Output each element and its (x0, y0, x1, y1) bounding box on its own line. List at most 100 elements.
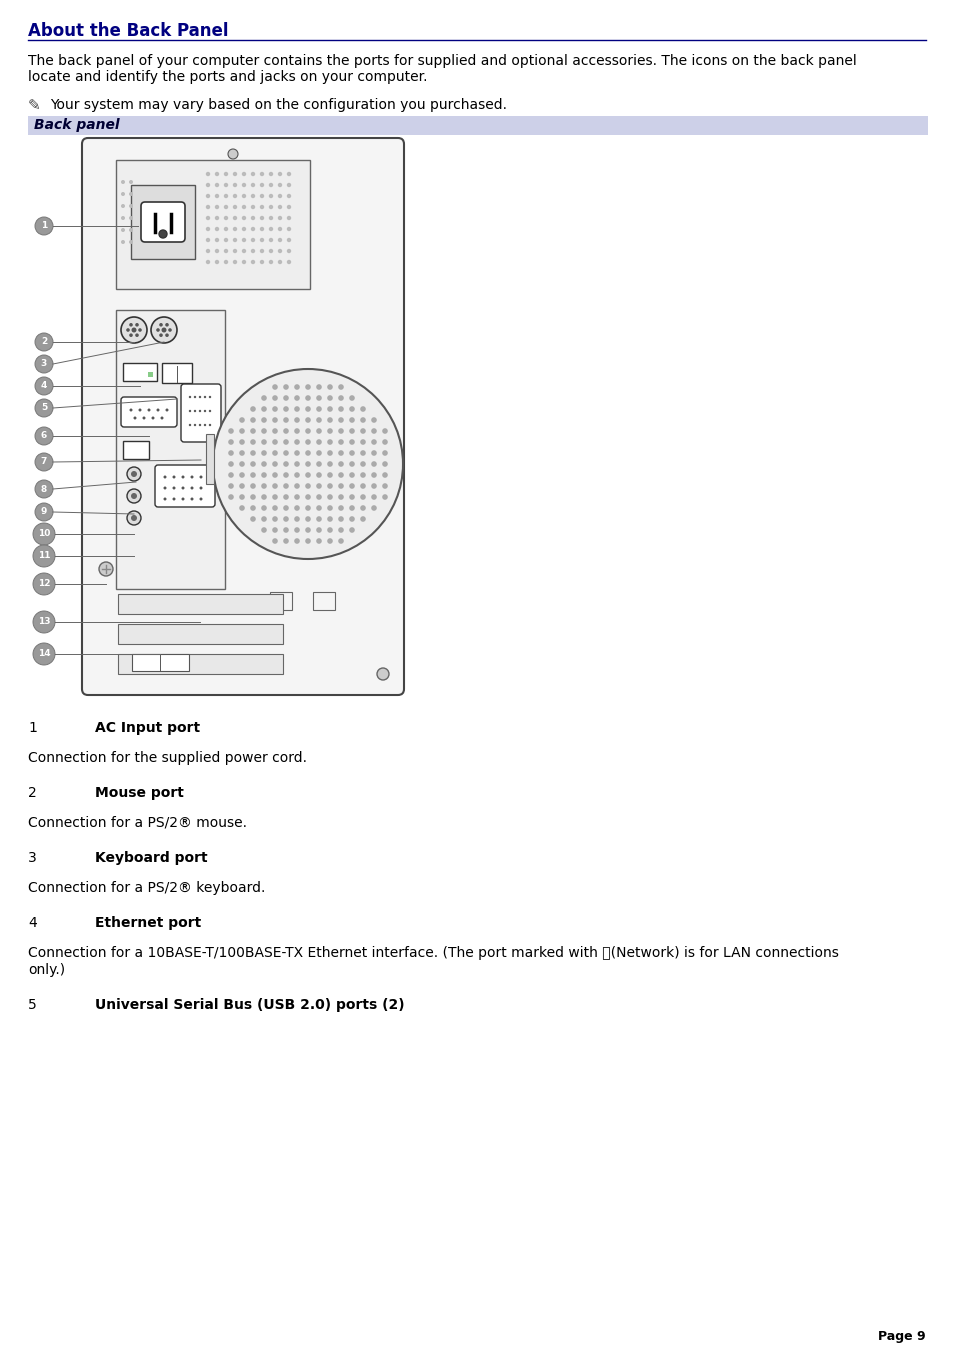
Circle shape (315, 417, 321, 423)
Circle shape (168, 328, 172, 332)
Circle shape (35, 332, 53, 351)
Circle shape (259, 182, 264, 188)
Circle shape (338, 505, 343, 511)
Circle shape (250, 450, 255, 455)
Circle shape (294, 505, 299, 511)
Circle shape (269, 216, 273, 220)
Circle shape (338, 428, 343, 434)
Circle shape (269, 182, 273, 188)
Circle shape (224, 182, 228, 188)
Circle shape (283, 538, 289, 544)
FancyBboxPatch shape (181, 384, 221, 442)
Circle shape (241, 216, 246, 220)
Text: Connection for a PS/2® keyboard.: Connection for a PS/2® keyboard. (28, 881, 265, 894)
Circle shape (382, 450, 387, 455)
Circle shape (305, 384, 311, 390)
FancyBboxPatch shape (116, 309, 225, 589)
Text: 10: 10 (38, 530, 51, 539)
Circle shape (269, 227, 273, 231)
Circle shape (126, 328, 130, 332)
Circle shape (283, 473, 289, 478)
Text: 1: 1 (28, 721, 37, 735)
Bar (118, 624, 283, 644)
Circle shape (327, 516, 333, 521)
Circle shape (214, 182, 219, 188)
Circle shape (250, 505, 255, 511)
Circle shape (172, 476, 175, 478)
Circle shape (127, 489, 141, 503)
Circle shape (382, 484, 387, 489)
Circle shape (233, 238, 237, 242)
Circle shape (283, 494, 289, 500)
Circle shape (269, 172, 273, 176)
Circle shape (131, 471, 137, 477)
Text: Ethernet port: Ethernet port (95, 916, 201, 929)
Circle shape (35, 399, 53, 417)
Circle shape (287, 249, 291, 253)
Circle shape (338, 527, 343, 532)
Circle shape (224, 172, 228, 176)
Circle shape (287, 193, 291, 199)
Bar (148, 372, 152, 377)
Text: Connection for a PS/2® mouse.: Connection for a PS/2® mouse. (28, 816, 247, 830)
Circle shape (305, 428, 311, 434)
Circle shape (269, 238, 273, 242)
Circle shape (305, 439, 311, 444)
Circle shape (283, 527, 289, 532)
Circle shape (272, 538, 277, 544)
Circle shape (251, 182, 255, 188)
Circle shape (135, 323, 138, 327)
Circle shape (251, 216, 255, 220)
Circle shape (191, 476, 193, 478)
Circle shape (327, 494, 333, 500)
Circle shape (349, 527, 355, 532)
Circle shape (272, 396, 277, 401)
Circle shape (233, 172, 237, 176)
Circle shape (152, 416, 154, 420)
Circle shape (35, 503, 53, 521)
Circle shape (349, 461, 355, 467)
Circle shape (204, 409, 206, 412)
Circle shape (241, 238, 246, 242)
Circle shape (272, 407, 277, 412)
Circle shape (287, 238, 291, 242)
Circle shape (305, 407, 311, 412)
Circle shape (129, 334, 132, 336)
Circle shape (151, 317, 177, 343)
Circle shape (121, 192, 125, 196)
Circle shape (214, 216, 219, 220)
Circle shape (241, 249, 246, 253)
Circle shape (233, 193, 237, 199)
Circle shape (371, 484, 376, 489)
Circle shape (272, 494, 277, 500)
Circle shape (261, 484, 267, 489)
Circle shape (315, 473, 321, 478)
Circle shape (349, 407, 355, 412)
Circle shape (360, 407, 365, 412)
Circle shape (129, 216, 132, 220)
Circle shape (338, 516, 343, 521)
Circle shape (382, 428, 387, 434)
Circle shape (251, 238, 255, 242)
Text: 11: 11 (38, 551, 51, 561)
Circle shape (349, 450, 355, 455)
Circle shape (228, 494, 233, 500)
Circle shape (181, 497, 184, 500)
Circle shape (349, 439, 355, 444)
Circle shape (239, 473, 245, 478)
Circle shape (121, 240, 125, 245)
Circle shape (251, 259, 255, 265)
Circle shape (283, 505, 289, 511)
Circle shape (204, 396, 206, 399)
Circle shape (214, 227, 219, 231)
Circle shape (129, 323, 132, 327)
Circle shape (193, 409, 196, 412)
Circle shape (327, 505, 333, 511)
Circle shape (35, 355, 53, 373)
Circle shape (360, 428, 365, 434)
Circle shape (371, 505, 376, 511)
Circle shape (315, 538, 321, 544)
Circle shape (129, 204, 132, 208)
Circle shape (121, 317, 147, 343)
Circle shape (360, 505, 365, 511)
